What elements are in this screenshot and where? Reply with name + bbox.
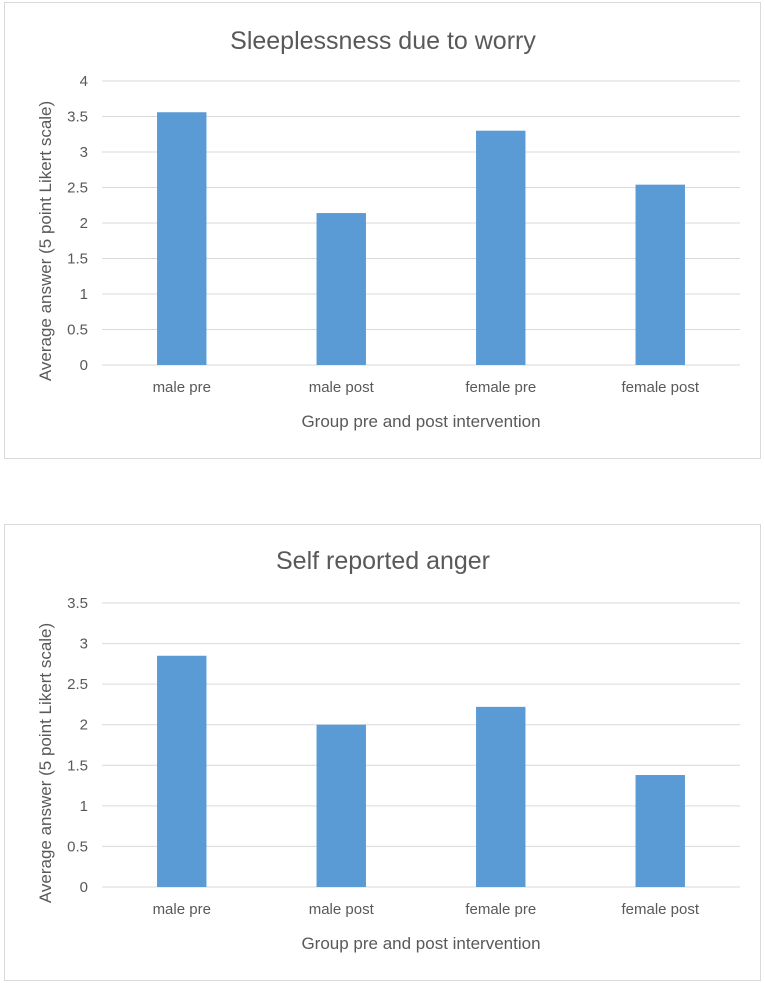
y-tick-label: 3.5 bbox=[67, 109, 88, 126]
x-tick-label: female post bbox=[621, 901, 699, 918]
y-axis-title: Average answer (5 point Likert scale) bbox=[36, 623, 55, 903]
bar-female-pre bbox=[476, 130, 526, 365]
y-tick-label: 3 bbox=[80, 636, 88, 653]
x-axis-title: Group pre and post intervention bbox=[301, 412, 540, 431]
y-tick-label: 0 bbox=[80, 879, 88, 896]
y-tick-label: 0.5 bbox=[67, 322, 88, 339]
y-tick-label: 3 bbox=[80, 144, 88, 161]
chart-sleeplessness: Sleeplessness due to worry 0 0.5 1 1.5 2 2.5 3… bbox=[4, 2, 761, 459]
bar-female-post bbox=[635, 184, 685, 365]
bar-female-pre bbox=[476, 706, 526, 887]
chart-sleeplessness-svg: Sleeplessness due to worry 0 0.5 1 1.5 2 2.5 3… bbox=[36, 27, 740, 431]
bar-male-post bbox=[316, 724, 366, 887]
x-tick-label: female post bbox=[621, 379, 699, 396]
x-axis-title: Group pre and post intervention bbox=[301, 934, 540, 953]
y-tick-label: 1 bbox=[80, 286, 88, 303]
x-tick-label: female pre bbox=[465, 379, 536, 396]
y-tick-label: 0.5 bbox=[67, 838, 88, 855]
y-tick-label: 2 bbox=[80, 717, 88, 734]
bar-male-pre bbox=[157, 112, 207, 366]
y-tick-label: 3.5 bbox=[67, 595, 88, 612]
bar-male-pre bbox=[157, 655, 207, 887]
y-tick-label: 1.5 bbox=[67, 251, 88, 268]
y-tick-label: 2.5 bbox=[67, 676, 88, 693]
y-tick-label: 1 bbox=[80, 798, 88, 815]
x-tick-label: male post bbox=[309, 379, 375, 396]
y-tick-label: 4 bbox=[80, 73, 88, 90]
chart-anger: Self reported anger 0 0.5 1 1.5 2 2.5 3 3.5 mal… bbox=[4, 524, 761, 981]
chart-title: Self reported anger bbox=[276, 547, 490, 575]
y-tick-label: 1.5 bbox=[67, 757, 88, 774]
y-tick-label: 2.5 bbox=[67, 180, 88, 197]
y-tick-label: 0 bbox=[80, 357, 88, 374]
y-tick-label: 2 bbox=[80, 215, 88, 232]
x-tick-label: male post bbox=[309, 901, 375, 918]
y-axis-title: Average answer (5 point Likert scale) bbox=[36, 101, 55, 381]
x-tick-label: male pre bbox=[153, 379, 211, 396]
bar-male-post bbox=[316, 213, 366, 365]
chart-anger-svg: Self reported anger 0 0.5 1 1.5 2 2.5 3 3.5 mal… bbox=[36, 547, 740, 953]
chart-title: Sleeplessness due to worry bbox=[230, 27, 536, 55]
bar-female-post bbox=[635, 775, 685, 887]
x-tick-label: male pre bbox=[153, 901, 211, 918]
x-tick-label: female pre bbox=[465, 901, 536, 918]
